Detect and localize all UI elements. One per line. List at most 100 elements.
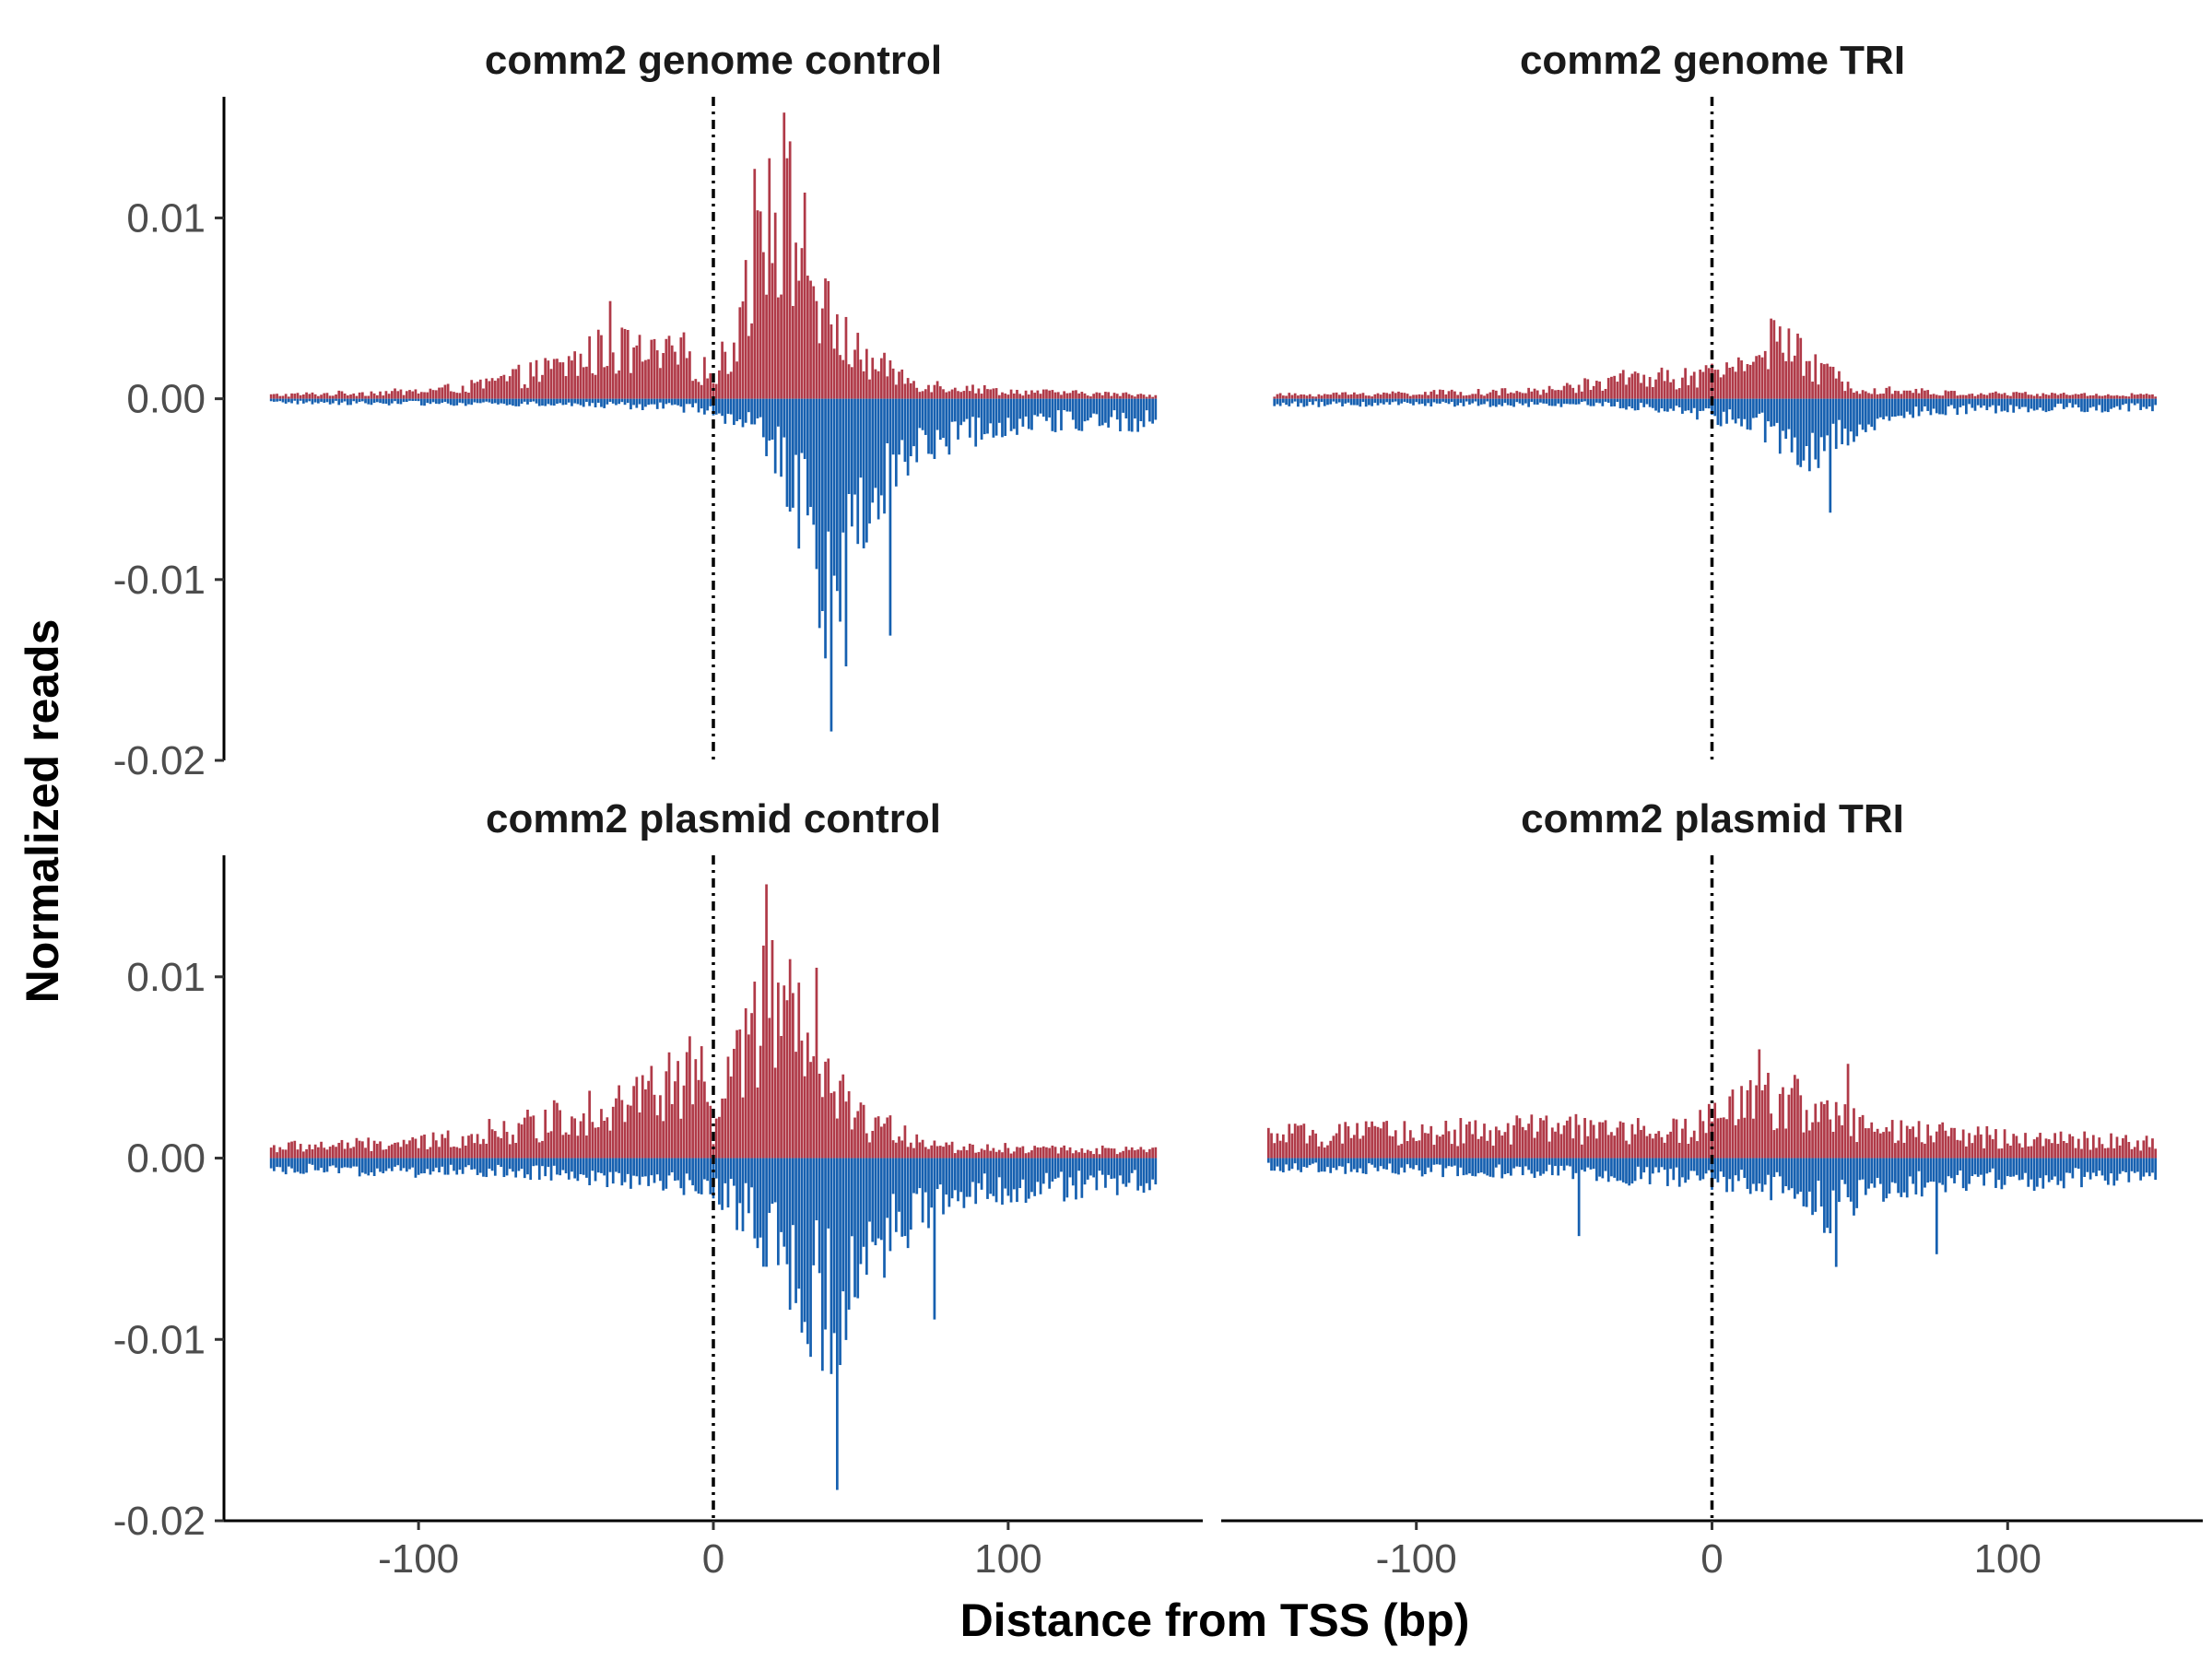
bar-positive: [1959, 1140, 1962, 1159]
bar-positive: [898, 1136, 900, 1159]
bar-positive: [1565, 382, 1569, 399]
bar-negative: [771, 1158, 774, 1205]
bar-negative: [470, 398, 474, 406]
bar-negative: [1382, 398, 1385, 405]
bar-positive: [1654, 379, 1657, 399]
bar-negative: [832, 398, 836, 576]
bar-positive: [765, 884, 768, 1159]
bar-negative: [1894, 1158, 1897, 1183]
bar-positive: [1932, 1142, 1936, 1159]
bar-positive: [367, 395, 371, 399]
bar-negative: [1654, 398, 1657, 411]
bar-positive: [629, 1105, 632, 1159]
bar-positive: [1045, 1147, 1048, 1159]
bar-positive: [1506, 393, 1510, 399]
bar-positive: [792, 305, 794, 399]
bar-positive: [411, 1136, 415, 1159]
bar-positive: [1385, 393, 1389, 399]
y-tick-label: -0.01: [113, 1317, 206, 1362]
bar-negative: [1400, 398, 1404, 404]
bar-positive: [862, 1104, 865, 1159]
bar-negative: [1427, 398, 1430, 404]
bar-negative: [953, 398, 957, 422]
bar-negative: [803, 1158, 806, 1323]
bar-positive: [1474, 394, 1477, 399]
bar-positive: [977, 1151, 981, 1159]
bar-positive: [1349, 1137, 1353, 1159]
bar-positive: [2118, 395, 2122, 399]
bar-negative: [2154, 1158, 2158, 1181]
bar-negative: [641, 398, 644, 410]
bar-positive: [839, 355, 841, 399]
bar-positive: [423, 1134, 426, 1159]
bar-positive: [1317, 394, 1321, 399]
bar-negative: [1314, 398, 1318, 402]
bar-positive: [1408, 395, 1412, 399]
bar-negative: [2122, 1158, 2124, 1171]
bar-negative: [765, 398, 768, 456]
bar-positive: [1479, 1135, 1483, 1159]
bar-negative: [2115, 398, 2119, 406]
bar-positive: [1956, 395, 1959, 399]
bar-negative: [1420, 398, 1424, 404]
bar-negative: [1598, 398, 1601, 404]
bar-negative: [618, 398, 620, 405]
bar-positive: [1601, 1122, 1605, 1159]
bar-negative: [1645, 398, 1649, 405]
bar-positive: [1444, 394, 1448, 399]
bar-positive: [1435, 394, 1439, 399]
bar-negative: [1119, 398, 1122, 431]
bar-negative: [1533, 1158, 1536, 1178]
bar-negative: [1400, 1158, 1404, 1168]
bar-negative: [446, 398, 450, 404]
bar-positive: [733, 1048, 735, 1159]
bar-positive: [1894, 390, 1897, 399]
bar-negative: [618, 1158, 620, 1173]
bar-negative: [2053, 398, 2056, 407]
bar-negative: [414, 398, 418, 401]
bar-negative: [346, 1158, 349, 1168]
bar-positive: [343, 393, 347, 399]
bar-negative: [1701, 398, 1705, 411]
bar-negative: [1503, 398, 1507, 404]
bar-positive: [947, 391, 951, 399]
bar-positive: [1826, 363, 1829, 399]
bar-negative: [1039, 398, 1042, 414]
bar-negative: [520, 398, 524, 404]
bar-negative: [535, 1158, 538, 1166]
bar-positive: [2039, 395, 2041, 399]
bar-positive: [744, 1007, 747, 1159]
bar-negative: [1681, 398, 1684, 414]
bar-positive: [431, 1132, 435, 1159]
bar-positive: [384, 1148, 388, 1159]
bar-positive: [874, 1117, 877, 1159]
bar-positive: [1510, 392, 1512, 399]
bar-negative: [1027, 1158, 1030, 1199]
bar-positive: [305, 392, 308, 399]
bar-positive: [541, 374, 544, 399]
bar-negative: [1947, 398, 1950, 406]
bar-negative: [2056, 398, 2060, 405]
bar-positive: [1841, 381, 1844, 399]
bar-negative: [620, 398, 624, 403]
bar-negative: [2071, 1158, 2075, 1179]
bar-positive: [1397, 1145, 1400, 1159]
bar-negative: [1592, 398, 1595, 406]
bar-negative: [1689, 398, 1693, 414]
bar-negative: [977, 1158, 981, 1183]
bar-positive: [894, 384, 898, 399]
bar-positive: [2147, 1147, 2151, 1159]
bar-negative: [1006, 398, 1010, 418]
bar-positive: [924, 1147, 927, 1159]
bar-negative: [1154, 1158, 1158, 1185]
bar-positive: [853, 1117, 856, 1159]
bar-positive: [579, 353, 582, 399]
bar-negative: [1782, 1158, 1784, 1194]
bar-positive: [879, 358, 883, 399]
bar-positive: [1595, 1138, 1598, 1159]
bar-negative: [706, 398, 709, 411]
bar-positive: [1314, 1133, 1318, 1159]
bar-positive: [1427, 1133, 1430, 1159]
bar-positive: [2041, 393, 2045, 399]
bar-positive: [1961, 394, 1965, 399]
